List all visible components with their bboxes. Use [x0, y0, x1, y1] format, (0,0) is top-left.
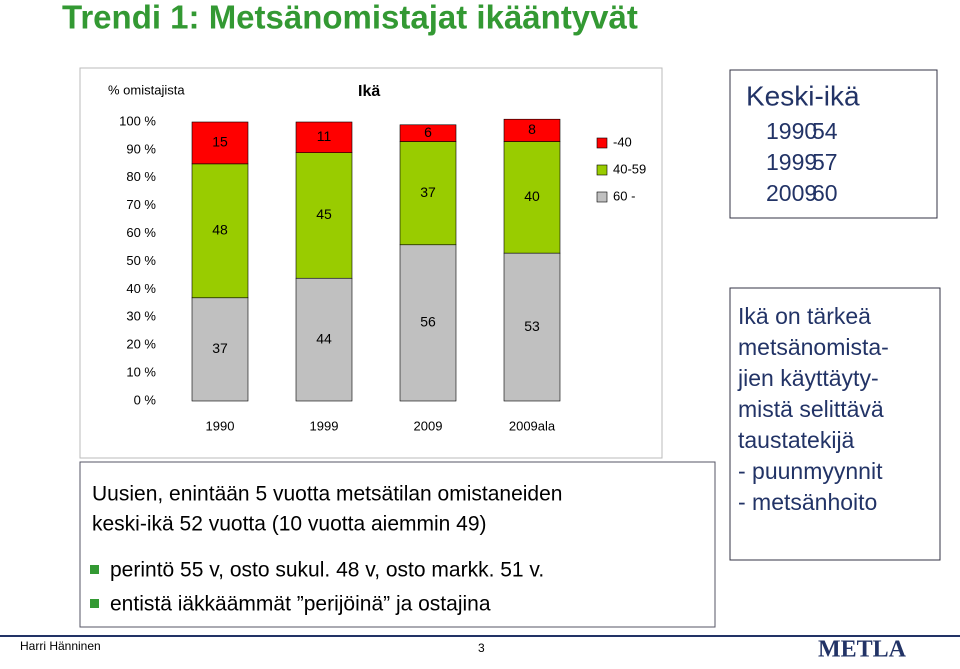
data-label: 48 — [212, 222, 228, 238]
y-tick-label: 40 % — [126, 281, 156, 296]
y-tick-label: 10 % — [126, 365, 156, 380]
legend-swatch — [596, 137, 608, 149]
bullet-icon — [90, 599, 99, 608]
data-label: 11 — [317, 128, 332, 144]
bar-segment — [191, 121, 249, 165]
legend-label: 60 - — [613, 188, 635, 203]
footer-author: Harri Hänninen — [20, 639, 101, 653]
y-tick-label: 20 % — [126, 337, 156, 352]
bar-segment — [399, 124, 457, 142]
bullet-icon — [90, 565, 99, 574]
logo: METLA — [818, 637, 907, 663]
y-tick-label: 100 % — [119, 113, 156, 128]
text-line: keski-ikä 52 vuotta (10 vuotta aiemmin 4… — [92, 513, 487, 536]
bar-segment — [503, 252, 561, 402]
bullet-text: entistä iäkkäämmät ”perijöinä” ja ostaji… — [110, 593, 491, 616]
data-label: 15 — [212, 134, 228, 150]
chart-frame — [79, 67, 663, 459]
y-tick-label: 80 % — [126, 169, 156, 184]
y-tick-label: 30 % — [126, 309, 156, 324]
side-note-line: taustatekijä — [738, 427, 855, 453]
text-box — [79, 461, 716, 628]
y-axis-label: % omistajista — [108, 82, 185, 97]
bar-segment — [399, 244, 457, 402]
data-label: 53 — [524, 318, 540, 334]
data-label: 37 — [420, 184, 436, 200]
side-note-line: metsänomista- — [738, 334, 889, 360]
data-label: 6 — [424, 124, 432, 140]
legend-label: 40-59 — [613, 161, 646, 176]
age: 60 — [812, 180, 838, 206]
keski-ika-title: Keski-ikä — [746, 80, 860, 111]
bar-segment — [399, 141, 457, 246]
legend-swatch — [596, 191, 608, 203]
year: 1999 — [766, 149, 817, 175]
bullet-text: perintö 55 v, osto sukul. 48 v, osto mar… — [110, 559, 544, 582]
data-label: 40 — [524, 188, 540, 204]
bar-segment — [503, 118, 561, 142]
data-label: 8 — [528, 121, 536, 137]
age: 57 — [812, 149, 838, 175]
bar-segment — [191, 297, 249, 402]
bar-segment — [191, 163, 249, 299]
side-note-line: jien käyttäyty- — [737, 365, 879, 391]
bar-segment — [503, 141, 561, 254]
page-number: 3 — [478, 641, 485, 655]
side-note-line: mistä selittävä — [738, 396, 884, 422]
slide-title: Trendi 1: Metsänomistajat ikääntyvät — [62, 0, 638, 36]
bar-segment — [295, 277, 353, 402]
legend-title: Ikä — [358, 83, 380, 100]
bar-segment — [295, 121, 353, 153]
data-label: 45 — [316, 206, 332, 222]
keski-ika-box — [729, 69, 938, 219]
year: 2009 — [766, 180, 817, 206]
y-tick-label: 70 % — [126, 197, 156, 212]
age: 54 — [812, 118, 838, 144]
x-tick-label: 2009ala — [509, 418, 556, 433]
y-tick-label: 90 % — [126, 141, 156, 156]
side-note-box — [729, 287, 941, 561]
y-tick-label: 50 % — [126, 253, 156, 268]
data-label: 56 — [420, 314, 436, 330]
side-note-line: - puunmyynnit — [738, 458, 883, 484]
year: 1990 — [766, 118, 817, 144]
text-line: Uusien, enintään 5 vuotta metsätilan omi… — [92, 483, 562, 506]
bar-segment — [295, 152, 353, 279]
x-tick-label: 1990 — [206, 418, 235, 433]
data-label: 37 — [212, 340, 228, 356]
side-note-line: - metsänhoito — [738, 489, 877, 515]
side-note-line: Ikä on tärkeä — [738, 303, 871, 329]
y-tick-label: 0 % — [134, 392, 157, 407]
data-label: 44 — [316, 330, 332, 346]
legend-label: -40 — [613, 134, 632, 149]
legend-swatch — [596, 164, 608, 176]
y-tick-label: 60 % — [126, 225, 156, 240]
x-tick-label: 2009 — [414, 418, 443, 433]
x-tick-label: 1999 — [310, 418, 339, 433]
